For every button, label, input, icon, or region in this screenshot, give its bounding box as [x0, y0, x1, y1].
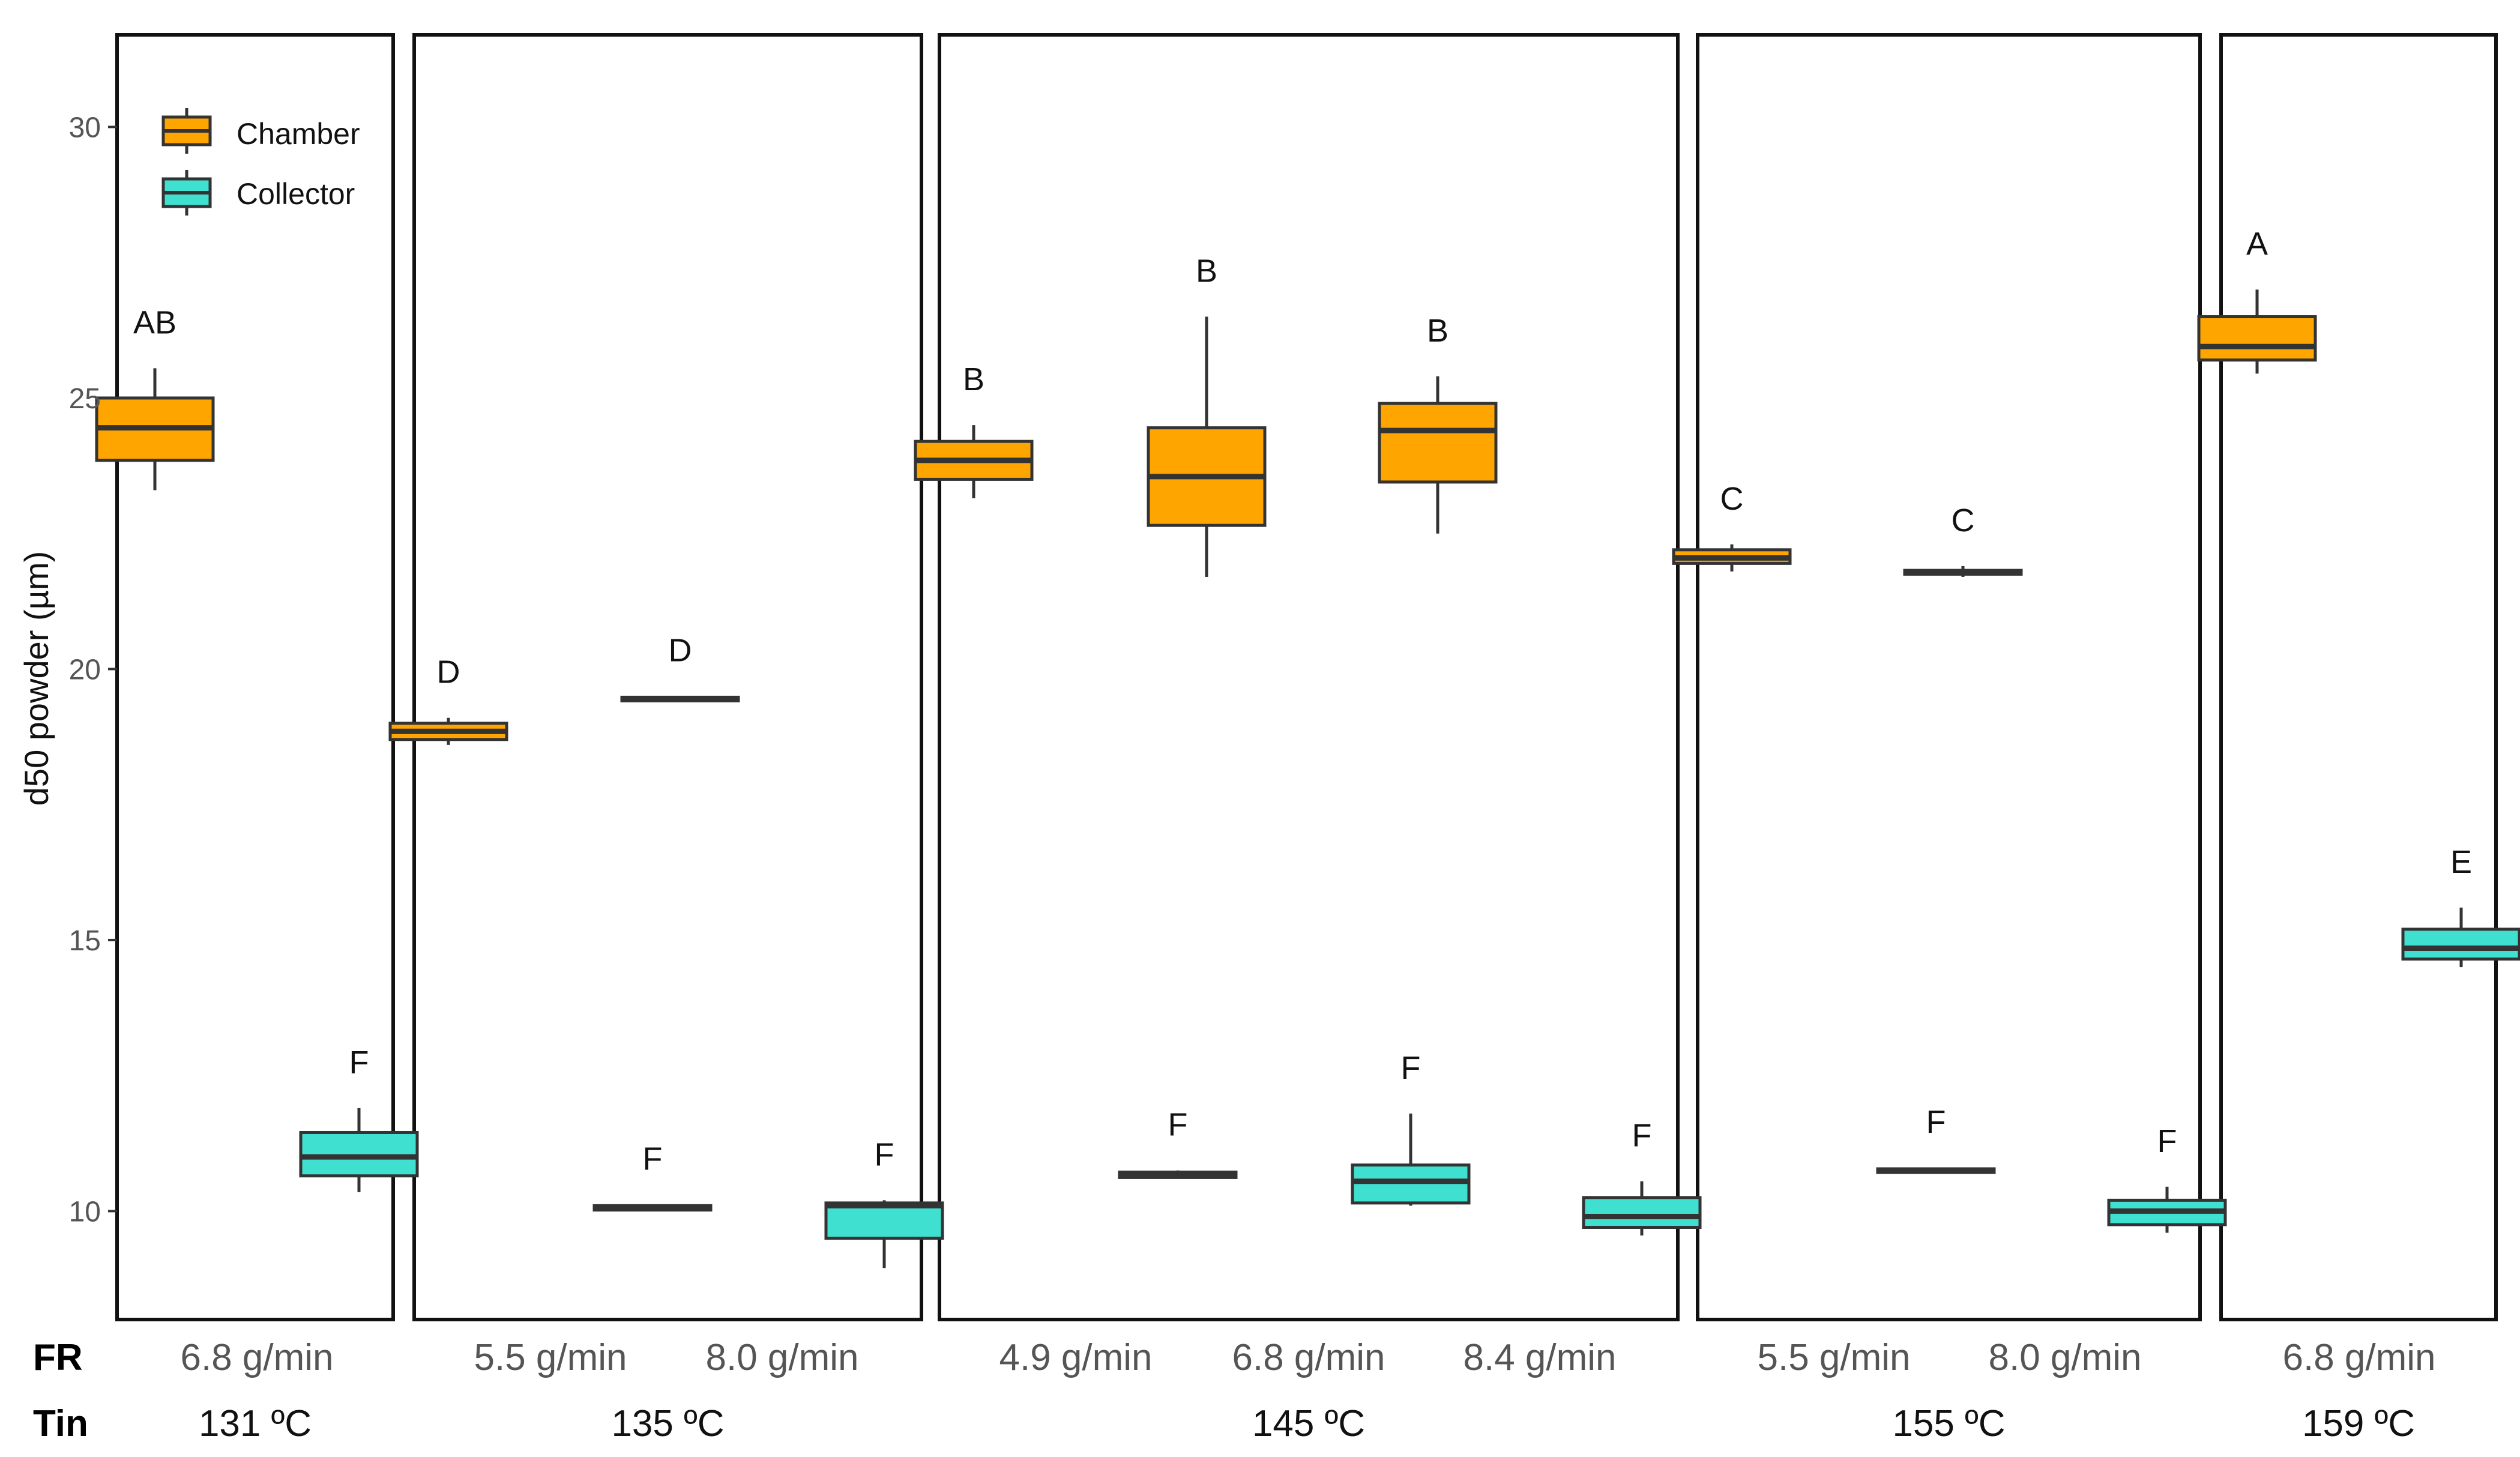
tin-label-1: 131 ºC: [199, 1403, 312, 1444]
group-3-4-9-g-min-chamber: B: [914, 361, 1034, 499]
group-2-8-0-g-min-collector: F: [824, 1136, 944, 1268]
group-5-6-8-g-min-collector: E: [2401, 844, 2520, 968]
group-1-6-8-g-min-chamber-letter: AB: [133, 304, 176, 340]
group-1-6-8-g-min-collector-letter: F: [349, 1045, 369, 1081]
y-tick-label-25: 25: [69, 383, 101, 415]
group-2-5-5-g-min-chamber-letter: D: [437, 654, 460, 690]
group-4-8-0-g-min-collector-letter: F: [2157, 1123, 2177, 1159]
group-4-8-0-g-min-chamber: C: [1903, 502, 2023, 577]
group-2-8-0-g-min-fr-label: 8.0 g/min: [705, 1337, 858, 1378]
y-axis: 10 15 20 25 30: [69, 112, 117, 1228]
group-3-8-4-g-min-chamber: B: [1378, 313, 1498, 534]
y-tick-label-30: 30: [69, 112, 101, 144]
group-5-6-8-g-min-chamber: A: [2197, 226, 2317, 374]
y-tick-label-15: 15: [69, 925, 101, 957]
group-1-6-8-g-min-chamber: AB: [95, 304, 215, 490]
group-5-6-8-g-min-collector-box: [2401, 928, 2520, 961]
group-1-6-8-g-min-fr-label: 6.8 g/min: [180, 1337, 333, 1378]
group-3-8-4-g-min-fr-label: 8.4 g/min: [1463, 1337, 1616, 1378]
group-4-5-5-g-min-collector-letter: F: [1926, 1104, 1946, 1140]
group-5-6-8-g-min-chamber-letter: A: [2246, 226, 2268, 262]
group-3-4-9-g-min-fr-label: 4.9 g/min: [999, 1337, 1152, 1378]
tin-label-5: 159 ºC: [2302, 1403, 2415, 1444]
legend-label-collector: Collector: [237, 177, 355, 211]
group-3-4-9-g-min-collector-letter: F: [1168, 1107, 1188, 1143]
group-2-5-5-g-min-chamber: D: [388, 654, 508, 745]
group-2-8-0-g-min-chamber: D: [620, 633, 740, 702]
group-3-8-4-g-min-collector: F: [1582, 1118, 1702, 1236]
group-3-8-4-g-min-collector-box: [1582, 1196, 1702, 1229]
group-1-6-8-g-min-collector: F: [299, 1045, 419, 1192]
group-3-8-4-g-min-collector-letter: F: [1632, 1118, 1652, 1154]
y-axis-title: d50 powder (µm): [17, 551, 55, 806]
group-5-6-8-g-min-collector-letter: E: [2450, 844, 2472, 880]
group-4-8-0-g-min-collector: F: [2107, 1123, 2227, 1233]
panel-frame-1: [115, 33, 395, 1321]
group-2-5-5-g-min-collector-letter: F: [643, 1141, 663, 1177]
group-4-8-0-g-min-chamber-letter: C: [1952, 502, 1975, 538]
group-4-5-5-g-min-chamber: C: [1672, 481, 1792, 572]
group-2-5-5-g-min-collector: F: [592, 1141, 713, 1212]
group-1-6-8-g-min-collector-box: [299, 1130, 419, 1178]
group-3-6-8-g-min-collector-letter: F: [1401, 1050, 1421, 1086]
group-4-8-0-g-min-fr-label: 8.0 g/min: [1988, 1337, 2141, 1378]
group-2-8-0-g-min-collector-letter: F: [875, 1136, 894, 1172]
group-3-6-8-g-min-fr-label: 6.8 g/min: [1232, 1337, 1385, 1378]
group-5-6-8-g-min-chamber-box: [2197, 315, 2317, 362]
tin-label-4: 155 ºC: [1892, 1403, 2005, 1444]
group-2-8-0-g-min-collector-box: [824, 1201, 944, 1240]
group-3-8-4-g-min-chamber-letter: B: [1427, 313, 1448, 349]
group-4-5-5-g-min-collector: F: [1876, 1104, 1996, 1174]
y-tick-label-10: 10: [69, 1196, 101, 1228]
group-3-8-4-g-min-chamber-box: [1378, 402, 1498, 484]
facet-panels: [115, 33, 2498, 1321]
group-2-5-5-g-min-fr-label: 5.5 g/min: [474, 1337, 627, 1378]
panel-frame-2: [412, 33, 923, 1321]
group-3-6-8-g-min-collector-box: [1351, 1163, 1471, 1205]
row-label-tin: Tin: [33, 1403, 88, 1444]
group-2-8-0-g-min-chamber-letter: D: [669, 633, 692, 669]
panel-frame-4: [1696, 33, 2202, 1321]
group-4-5-5-g-min-fr-label: 5.5 g/min: [1757, 1337, 1910, 1378]
tin-label-2: 135 ºC: [611, 1403, 724, 1444]
group-3-6-8-g-min-chamber-letter: B: [1196, 253, 1217, 289]
panel-frame-3: [938, 33, 1680, 1321]
legend: Chamber Collector: [161, 108, 360, 216]
y-tick-label-20: 20: [69, 654, 101, 686]
tin-label-3: 145 ºC: [1252, 1403, 1365, 1444]
group-3-4-9-g-min-chamber-letter: B: [963, 361, 984, 397]
row-label-fr: FR: [33, 1337, 83, 1378]
group-4-5-5-g-min-chamber-letter: C: [1720, 481, 1744, 517]
panel-frame-5: [2219, 33, 2498, 1321]
group-3-4-9-g-min-collector: F: [1118, 1107, 1238, 1179]
group-3-6-8-g-min-collector: F: [1351, 1050, 1471, 1206]
legend-label-chamber: Chamber: [237, 117, 360, 151]
category-labels: d50 powder (µm) FR Tin: [17, 551, 88, 1444]
group-5-6-8-g-min-fr-label: 6.8 g/min: [2282, 1337, 2435, 1378]
group-3-6-8-g-min-chamber: B: [1147, 253, 1267, 577]
